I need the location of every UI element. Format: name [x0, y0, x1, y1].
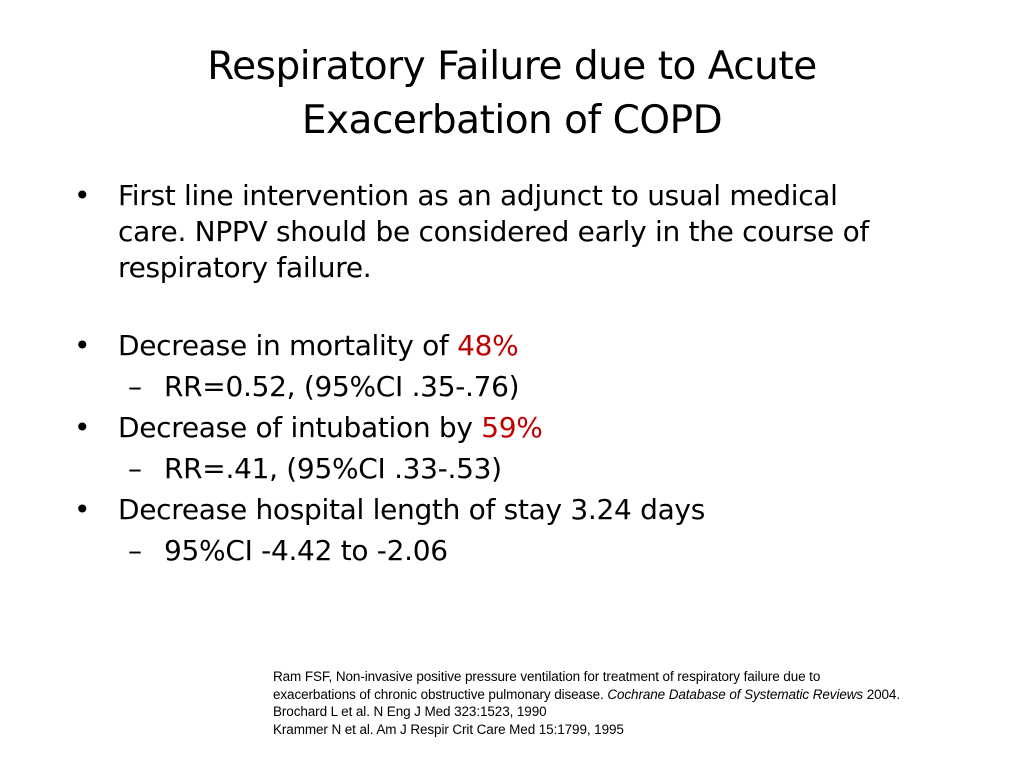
slide-title-line-1: Respiratory Failure due to Acute	[207, 44, 817, 89]
journal-title: Cochrane Database of Systematic Reviews	[607, 686, 864, 702]
references: Ram FSF, Non-invasive positive pressure …	[273, 668, 1013, 738]
reference-line: Brochard L et al. N Eng J Med 323:1523, …	[273, 704, 547, 719]
sub-bullet-text: 95%CI -4.42 to -2.06	[164, 534, 448, 567]
bullet-icon: •	[74, 493, 91, 526]
bullet-text-line: care. NPPV should be considered early in…	[118, 215, 869, 248]
slide-title: Respiratory Failure due to Acute Exacerb…	[100, 40, 924, 148]
mortality-percent: 48%	[457, 329, 519, 362]
bullet-icon: •	[74, 411, 91, 444]
sub-bullet-text: RR=.41, (95%CI .33-.53)	[164, 452, 502, 485]
bullet-text: Decrease of intubation by 59%	[118, 410, 1008, 446]
reference-year: 2004.	[863, 686, 900, 702]
bullet-icon: •	[74, 329, 91, 362]
bullet-text-line: First line intervention as an adjunct to…	[118, 179, 838, 212]
reference-line: exacerbations of chronic obstructive pul…	[273, 686, 1013, 704]
bullet-text: Decrease hospital length of stay 3.24 da…	[118, 492, 1008, 528]
bullet-text-label: Decrease in mortality of	[118, 329, 458, 362]
reference-line: Krammer N et al. Am J Respir Crit Care M…	[273, 721, 624, 737]
slide-title-line-2: Exacerbation of COPD	[301, 98, 723, 143]
sub-bullet-text: RR=0.52, (95%CI .35-.76)	[164, 370, 520, 403]
intubation-percent: 59%	[481, 411, 543, 444]
bullet-text-label: Decrease of intubation by	[118, 411, 482, 444]
bullet-text-line: respiratory failure.	[118, 251, 372, 284]
reference-text: exacerbations of chronic obstructive pul…	[273, 686, 608, 702]
dash-icon: –	[128, 370, 142, 403]
dash-icon: –	[128, 534, 142, 567]
bullet-icon: •	[74, 179, 91, 212]
bullet-text: First line intervention as an adjunct to…	[118, 178, 1008, 286]
bullet-text: Decrease in mortality of 48%	[118, 328, 1008, 364]
bullet-text-label: Decrease hospital length of stay 3.24 da…	[118, 493, 705, 526]
dash-icon: –	[128, 452, 142, 485]
reference-line: Ram FSF, Non-invasive positive pressure …	[273, 669, 821, 684]
